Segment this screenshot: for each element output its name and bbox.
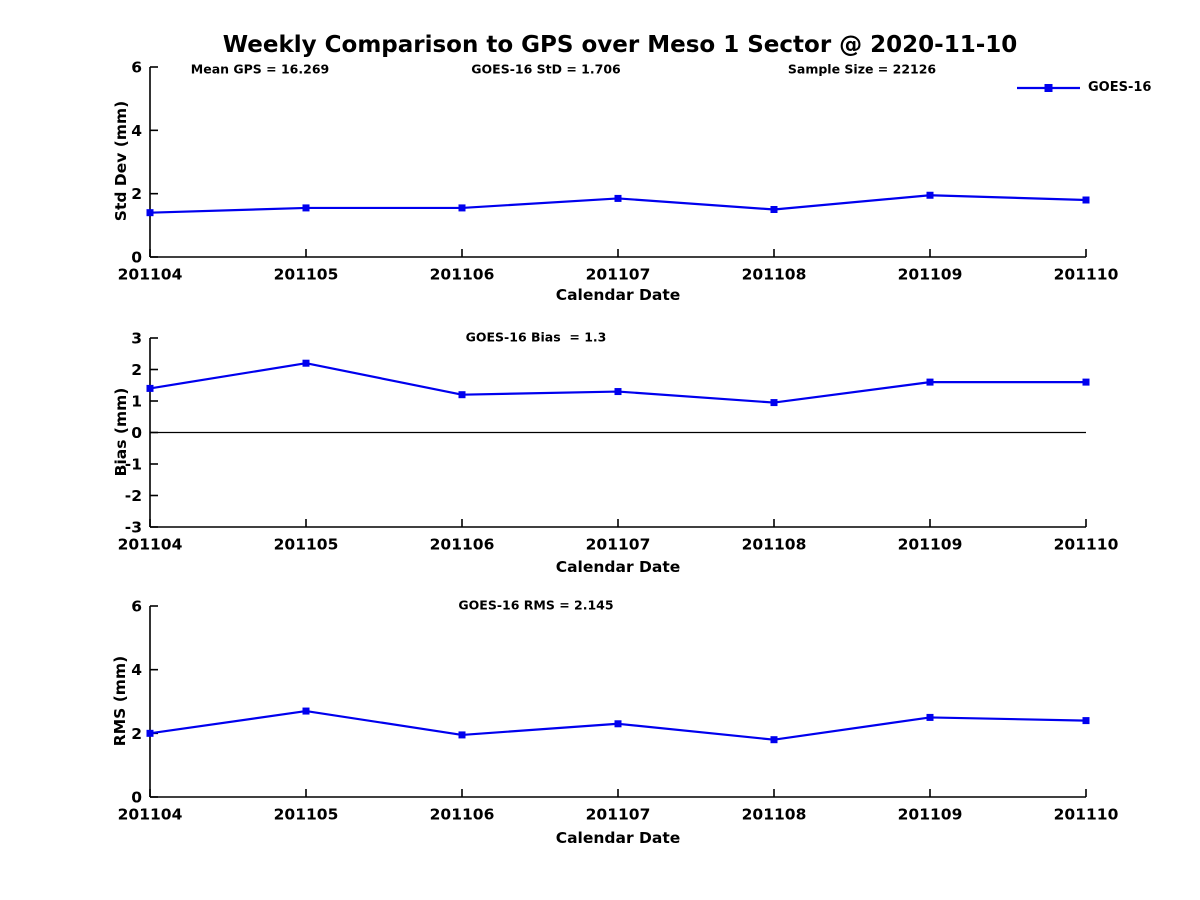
data-point-marker: [614, 720, 622, 728]
subplot-1: 0 2 4 6 201104 201105 201106 201107 201108 201109…: [118, 59, 1119, 284]
data-line: [149, 362, 1086, 404]
x-tick-label: 201107: [586, 536, 651, 554]
y-tick-label: 6: [131, 59, 142, 77]
data-point-marker: [1082, 717, 1090, 725]
annotation-goes16-std: GOES-16 StD = 1.706: [471, 61, 621, 77]
y-axis-label-rms: RMS (mm): [111, 655, 129, 747]
subplot-2: -3 -2 -1 0 1 2 3 201104 201105 201106 201107 201108…: [118, 330, 1119, 554]
x-tick-label: 201110: [1054, 536, 1119, 554]
data-point-marker: [926, 713, 934, 721]
x-tick-label: 201106: [430, 536, 495, 554]
y-tick-label: 6: [131, 598, 142, 616]
y-tick-label: 1: [131, 393, 142, 411]
y-tick-label: 0: [131, 249, 142, 267]
data-point-marker: [770, 206, 778, 213]
data-point-marker: [926, 191, 934, 199]
x-tick-label: 201106: [430, 266, 495, 284]
legend-series-label: GOES-16: [1088, 80, 1152, 95]
y-tick-label: 0: [131, 424, 142, 442]
data-point-marker: [770, 736, 778, 744]
x-axis-label-2: Calendar Date: [555, 558, 681, 576]
data-point-marker: [146, 384, 154, 392]
data-point-marker: [302, 707, 310, 715]
x-tick-label: 201110: [1054, 806, 1119, 824]
x-tick-label: 201108: [742, 806, 807, 824]
x-tick-label: 201104: [118, 536, 183, 554]
annotation-goes16-bias: GOES-16 Bias = 1.3: [465, 329, 607, 345]
data-point-marker: [614, 388, 622, 396]
x-tick-label: 201109: [898, 266, 963, 284]
x-tick-label: 201105: [274, 536, 339, 554]
y-tick-label: -1: [125, 456, 142, 474]
data-point-marker: [146, 209, 154, 217]
y-tick-label: 3: [131, 330, 142, 348]
y-tick-label: 2: [131, 361, 142, 379]
x-tick-label: 201109: [898, 806, 963, 824]
x-axis-label-3: Calendar Date: [555, 829, 681, 847]
data-point-marker: [458, 204, 466, 212]
figure-title: Weekly Comparison to GPS over Meso 1 Sec…: [222, 32, 1018, 58]
y-tick-label: 4: [131, 661, 142, 679]
y-tick-label: -3: [125, 519, 142, 537]
data-point-marker: [146, 729, 154, 737]
data-point-marker: [770, 399, 778, 407]
y-tick-label: 0: [131, 789, 142, 807]
subplot-3: 0 2 4 6 201104 201105 201106 201107 201108 201109…: [118, 598, 1119, 824]
legend-marker-icon: [1017, 83, 1080, 92]
x-tick-label: 201104: [118, 806, 183, 824]
data-point-marker: [458, 391, 466, 399]
x-tick-label: 201110: [1054, 266, 1119, 284]
annotation-sample-size: Sample Size = 22126: [787, 61, 937, 77]
annotation-goes16-rms: GOES-16 RMS = 2.145: [458, 597, 614, 613]
y-axis-label-stddev: Std Dev (mm): [112, 100, 130, 222]
y-tick-label: 2: [131, 725, 142, 743]
data-point-marker: [302, 204, 310, 212]
x-tick-label: 201108: [742, 536, 807, 554]
x-tick-label: 201108: [742, 266, 807, 284]
x-axis-label-1: Calendar Date: [555, 286, 681, 304]
x-tick-label: 201105: [274, 266, 339, 284]
x-tick-label: 201109: [898, 536, 963, 554]
x-tick-label: 201104: [118, 266, 183, 284]
x-tick-label: 201105: [274, 806, 339, 824]
legend: GOES-16: [1016, 80, 1151, 95]
y-axis-label-bias: Bias (mm): [112, 387, 130, 477]
x-tick-label: 201107: [586, 266, 651, 284]
data-point-marker: [926, 378, 934, 386]
y-tick-label: -2: [125, 487, 142, 505]
y-tick-label: 4: [131, 122, 142, 140]
annotation-mean-gps: Mean GPS = 16.269: [190, 61, 330, 77]
data-point-marker: [614, 194, 622, 202]
data-point-marker: [1082, 196, 1090, 204]
data-point-marker: [458, 731, 466, 739]
x-tick-label: 201107: [586, 806, 651, 824]
data-point-marker: [1082, 378, 1090, 386]
x-tick-label: 201106: [430, 806, 495, 824]
y-tick-label: 2: [131, 185, 142, 203]
data-point-marker: [302, 359, 310, 367]
